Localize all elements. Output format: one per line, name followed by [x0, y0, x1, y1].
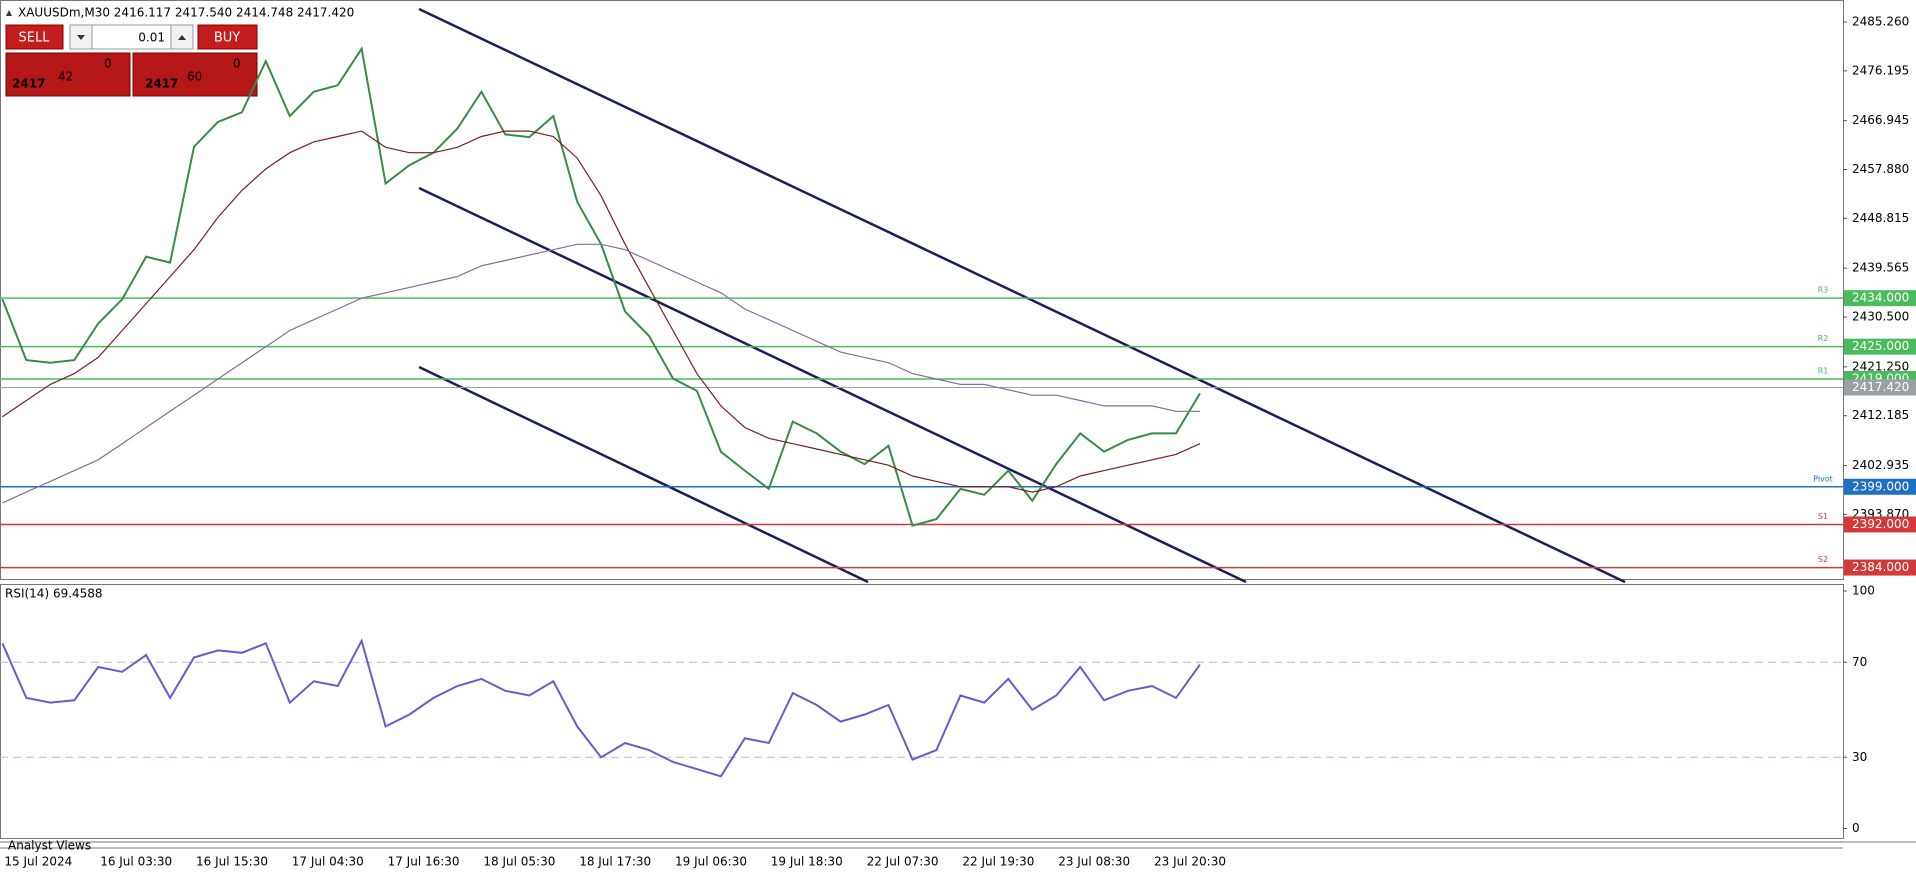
- y-tick-label: 2466.945: [1852, 113, 1909, 127]
- x-tick-label: 23 Jul 20:30: [1154, 855, 1226, 869]
- trend-line[interactable]: [418, 186, 1247, 584]
- x-tick-label: 22 Jul 19:30: [962, 855, 1034, 869]
- buy-label: BUY: [214, 31, 240, 46]
- x-tick-label: 18 Jul 05:30: [483, 855, 555, 869]
- y-tick-label: 70: [1852, 655, 1867, 669]
- x-tick-label: 17 Jul 04:30: [292, 855, 364, 869]
- x-tick-label: 18 Jul 17:30: [579, 855, 651, 869]
- footer-tab[interactable]: Analyst Views: [8, 839, 91, 853]
- level-tag: [1844, 516, 1916, 533]
- level-value-label: 2392.000: [1852, 517, 1909, 531]
- trend-line[interactable]: [418, 365, 869, 584]
- x-tick-label: 22 Jul 07:30: [867, 855, 939, 869]
- ask-box[interactable]: [132, 52, 258, 97]
- y-tick-label: 100: [1852, 584, 1875, 598]
- y-tick-label: 0: [1852, 821, 1860, 835]
- rsi-title: RSI(14) 69.4588: [5, 587, 103, 601]
- x-tick-label: 15 Jul 2024: [4, 855, 72, 869]
- sell-button[interactable]: [5, 24, 64, 50]
- level-name: R3: [1818, 286, 1829, 295]
- series-line: [2, 130, 1201, 493]
- volume-input[interactable]: [91, 24, 172, 50]
- level-name: R1: [1818, 366, 1829, 375]
- y-tick-label: 2412.185: [1852, 408, 1909, 422]
- y-tick-label: 2439.565: [1852, 261, 1909, 275]
- series-line: [2, 243, 1200, 504]
- level-name: Pivot: [1813, 474, 1833, 483]
- ask-big: 2417: [145, 77, 178, 91]
- y-tick-label: 2457.880: [1852, 162, 1909, 176]
- level-tag: [1844, 290, 1916, 307]
- level-value-label: 2434.000: [1852, 291, 1909, 305]
- bid-big: 2417: [12, 77, 45, 91]
- buy-button[interactable]: [197, 24, 258, 50]
- bid-digits: 42: [58, 70, 73, 84]
- bid-box[interactable]: [5, 52, 131, 97]
- y-tick-label: 30: [1852, 750, 1867, 764]
- bid-sup: 0: [104, 57, 112, 71]
- volume-value: 0.01: [138, 31, 165, 45]
- trade-panel: SELL 0.01 BUY 2417 42 0 2417 60 0: [5, 24, 258, 97]
- x-tick-label: 19 Jul 06:30: [675, 855, 747, 869]
- main-pane-frame: [0, 0, 1844, 580]
- current-price-tag: [1844, 379, 1916, 396]
- rsi-pane-frame: [0, 584, 1844, 839]
- y-tick-label: 2421.250: [1852, 359, 1909, 373]
- y-tick-label: 2485.260: [1852, 14, 1909, 28]
- chart-header: XAUUSDm,M30 2416.117 2417.540 2414.748 2…: [18, 6, 354, 20]
- ask-sup: 0: [233, 57, 241, 71]
- level-tag: [1844, 559, 1916, 576]
- level-name: R2: [1818, 334, 1829, 343]
- up-arrow: [178, 35, 186, 40]
- y-tick-label: 2476.195: [1852, 63, 1909, 77]
- y-tick-label: 2448.815: [1852, 211, 1909, 225]
- series-line: [1, 638, 1201, 778]
- level-value-label: 2384.000: [1852, 560, 1909, 574]
- sell-label: SELL: [19, 31, 51, 46]
- level-tag: [1844, 338, 1916, 355]
- x-tick-label: 23 Jul 08:30: [1058, 855, 1130, 869]
- x-tick-label: 19 Jul 18:30: [771, 855, 843, 869]
- down-arrow: [77, 35, 85, 40]
- level-name: S2: [1818, 555, 1828, 564]
- level-value-label: 2399.000: [1852, 479, 1909, 493]
- y-tick-label: 2402.935: [1852, 458, 1909, 472]
- collapse-arrow[interactable]: [6, 10, 12, 16]
- level-value-label: 2425.000: [1852, 339, 1909, 353]
- y-tick-label: 2430.500: [1852, 310, 1909, 324]
- level-tag: [1844, 478, 1916, 495]
- x-tick-label: 17 Jul 16:30: [388, 855, 460, 869]
- level-name: S1: [1818, 512, 1828, 521]
- x-tick-label: 16 Jul 15:30: [196, 855, 268, 869]
- current-price-label: 2417.420: [1852, 380, 1909, 394]
- x-tick-label: 16 Jul 03:30: [100, 855, 172, 869]
- ask-digits: 60: [187, 70, 202, 84]
